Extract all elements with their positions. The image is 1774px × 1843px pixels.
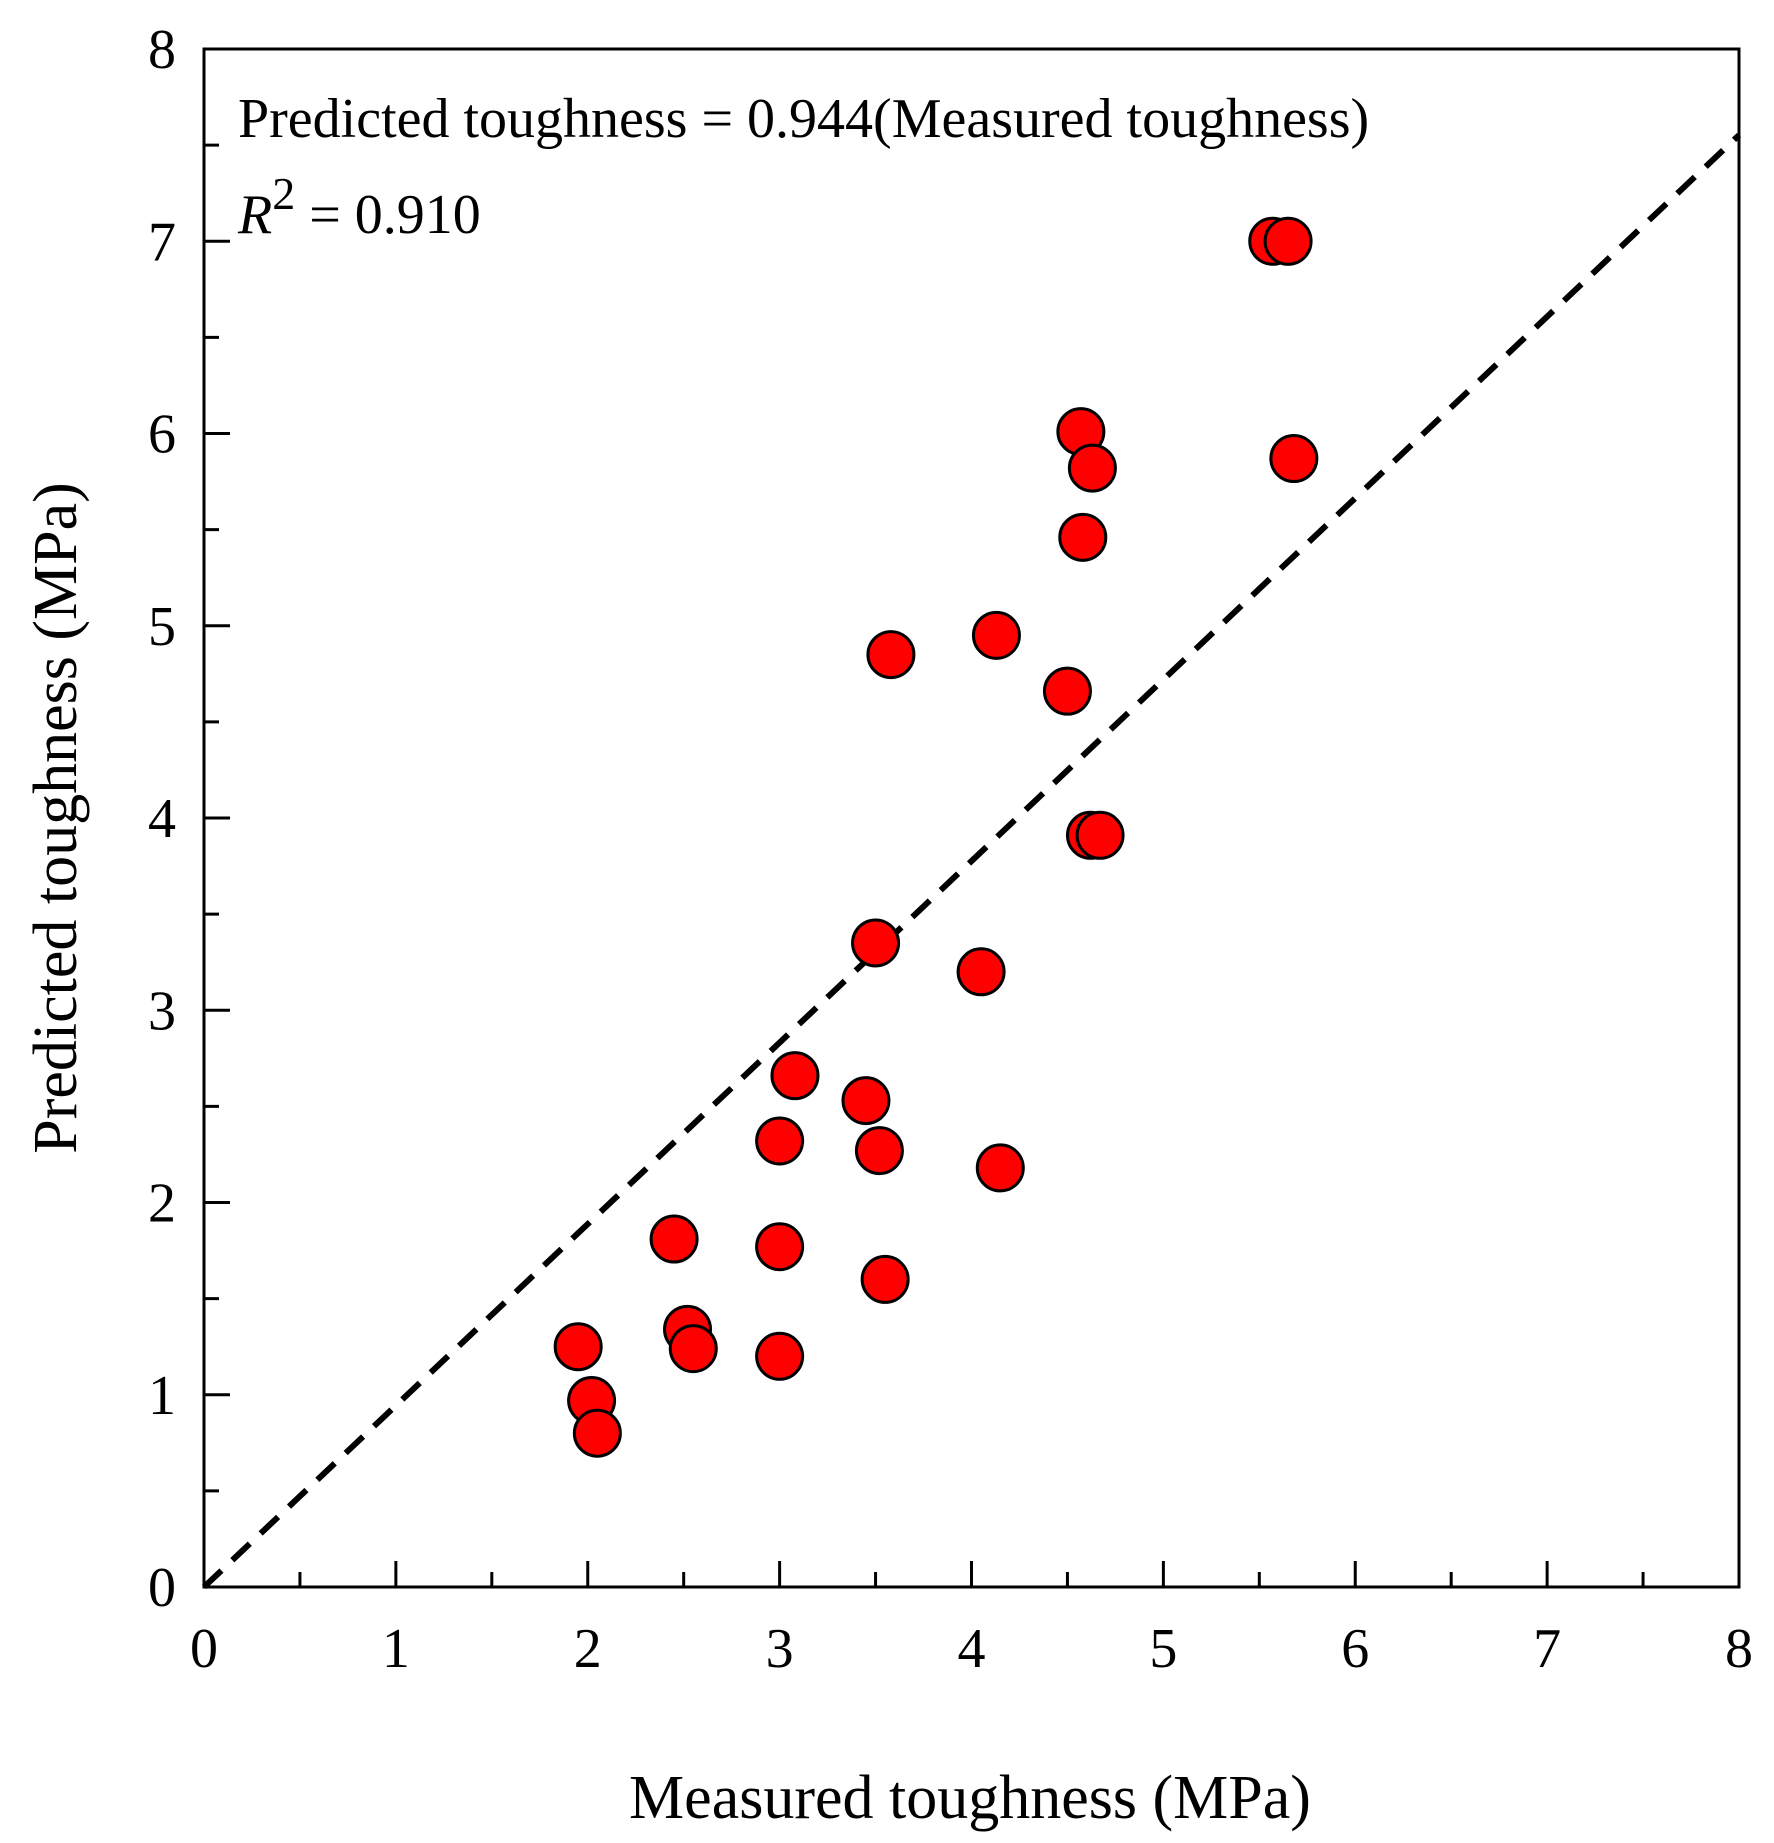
y-tick-label: 1 [148, 1365, 176, 1427]
data-point [975, 1143, 1025, 1193]
y-tick-label: 2 [148, 1173, 176, 1235]
x-tick-label: 5 [1149, 1618, 1177, 1680]
data-point [860, 1254, 910, 1304]
y-tick-labels: 0 1 2 3 4 5 6 7 8 [148, 19, 176, 1619]
x-tick-label: 7 [1533, 1618, 1561, 1680]
y-axis-title: Predicted toughness (MPa) [22, 482, 90, 1154]
data-point [755, 1222, 805, 1272]
data-point [668, 1324, 718, 1374]
data-point [866, 630, 916, 680]
x-tick-label: 6 [1341, 1618, 1369, 1680]
data-point [755, 1331, 805, 1381]
x-tick-label: 0 [190, 1618, 218, 1680]
data-point [1058, 512, 1108, 562]
y-tick-label: 0 [148, 1557, 176, 1619]
r-squared-exponent: 2 [272, 168, 295, 219]
axis-ticks [202, 47, 1741, 1589]
data-point [572, 1408, 622, 1458]
x-tick-label: 2 [574, 1618, 602, 1680]
data-point [770, 1051, 820, 1101]
data-point [854, 1126, 904, 1176]
y-tick-label: 3 [148, 980, 176, 1042]
data-point [553, 1322, 603, 1372]
data-point [1263, 216, 1313, 266]
x-tick-labels: 0 1 2 3 4 5 6 7 8 [190, 1618, 1753, 1680]
data-points [553, 216, 1319, 1458]
equation-annotation: Predicted toughness = 0.944(Measured tou… [238, 88, 1369, 150]
data-point [1075, 810, 1125, 860]
data-point [1042, 666, 1092, 716]
data-point [971, 610, 1021, 660]
x-tick-label: 1 [382, 1618, 410, 1680]
data-point [956, 947, 1006, 997]
data-point [755, 1116, 805, 1166]
y-tick-label: 8 [148, 19, 176, 81]
fit-line [201, 132, 1742, 1590]
data-point [649, 1214, 699, 1264]
x-tick-label: 8 [1725, 1618, 1753, 1680]
y-tick-label: 4 [148, 788, 176, 850]
x-tick-label: 3 [766, 1618, 794, 1680]
r-squared-annotation: R2 = 0.910 [237, 168, 481, 246]
y-tick-label: 6 [148, 404, 176, 466]
plot-frame [202, 47, 1741, 1589]
y-tick-label: 5 [148, 596, 176, 658]
y-tick-label: 7 [148, 211, 176, 273]
data-point [1067, 443, 1117, 493]
x-axis-title: Measured toughness (MPa) [629, 1764, 1311, 1832]
data-point [1269, 433, 1319, 483]
x-tick-label: 4 [958, 1618, 986, 1680]
data-point [841, 1076, 891, 1126]
data-point [851, 918, 901, 968]
r-squared-symbol: R [237, 184, 272, 246]
r-squared-value: = 0.910 [295, 184, 481, 246]
